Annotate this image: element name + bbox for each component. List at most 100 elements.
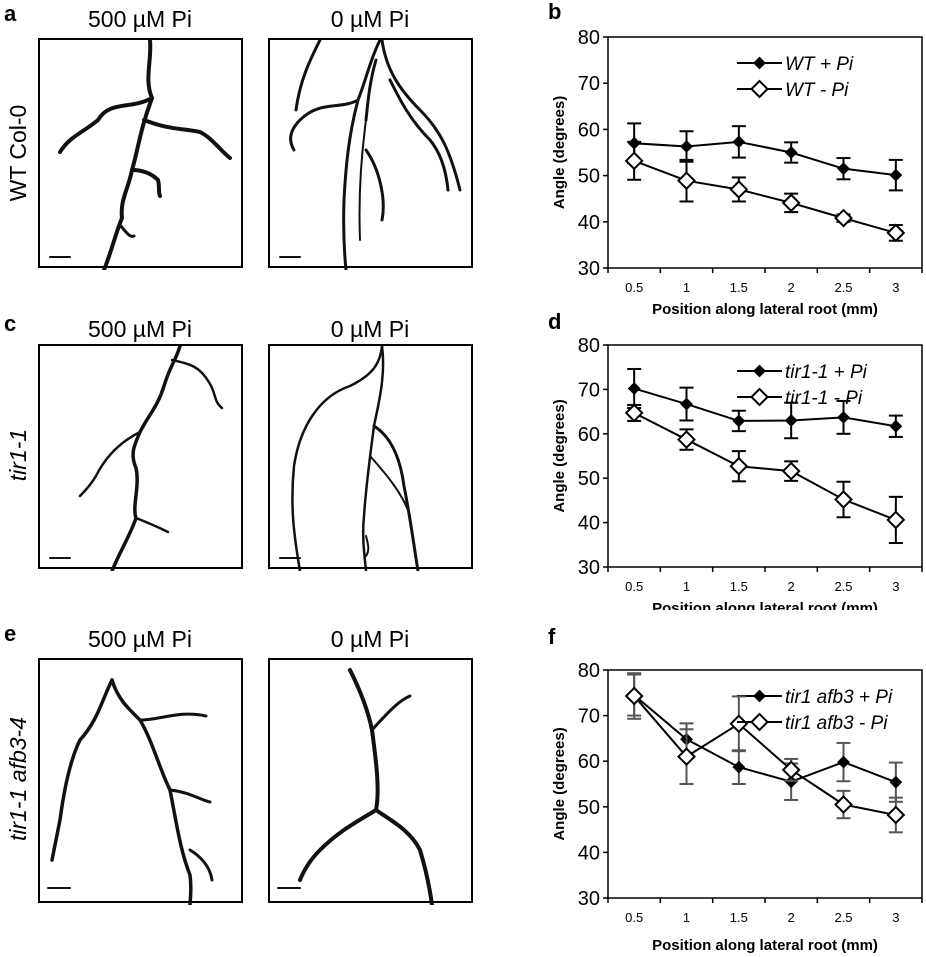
filled-diamond-marker [837,410,850,424]
chart-b: 30 40 50 60 70 80 0.5 1 1.5 2 2.5 3 Position along l… [551,27,923,318]
legend-label: tir1-1 + Pi [785,362,868,383]
open-diamond-marker [624,403,644,423]
y-tick-label: 40 [578,513,600,535]
y-tick-label: 80 [578,335,600,357]
y-tick-label: 40 [578,212,600,234]
chart-d: 30 40 50 60 70 80 0.5 1 1.5 2 2.5 3 Position along l… [551,335,923,610]
legend-marker [753,364,766,378]
open-diamond-marker [886,223,906,243]
x-tick-label: 2 [788,910,795,925]
y-tick-label: 50 [578,166,600,188]
column-title-500: 500 µM Pi [87,6,193,32]
legend-label: tir1 afb3 + Pi [785,687,893,708]
panel-label-e: e [4,621,17,646]
x-tick-label: 1.5 [730,579,748,594]
panel-label-f: f [548,624,556,649]
y-axis-label: Angle (degrees) [551,399,568,512]
y-tick-label: 60 [578,119,600,141]
open-diamond-marker [781,760,801,780]
series-line-1 [633,159,897,234]
y-tick-label: 40 [578,842,600,864]
column-title-500: 500 µM Pi [87,316,193,342]
legend-marker [750,79,769,99]
column-title-0: 0 µM Pi [330,6,410,32]
x-tick-label: 2.5 [834,910,852,925]
legend-marker [750,712,769,732]
plot-area [607,344,923,568]
open-diamond-marker [677,430,696,449]
root-image-tir1-0 [268,344,473,571]
filled-diamond-marker [680,397,693,411]
legend-label: tir1 afb3 - Pi [785,713,888,734]
open-diamond-marker [834,208,853,228]
y-tick-label: 80 [578,660,600,682]
x-tick-label: 0.5 [625,579,643,594]
panel-label-c: c [4,311,17,336]
filled-diamond-marker [889,168,903,182]
legend-label: WT - Pi [785,80,849,101]
y-tick-label: 30 [578,258,600,280]
y-tick-label: 60 [578,424,600,446]
y-tick-label: 30 [578,557,600,579]
x-axis-label: Position along lateral root (mm) [652,937,878,954]
x-tick-label: 2 [788,280,795,295]
filled-diamond-marker [889,419,903,433]
x-tick-label: 2.5 [834,579,852,594]
row-label-wt: WT Col-0 [5,104,31,202]
root-image-tir1-500 [38,344,243,571]
series-line-0 [633,387,897,428]
legend-marker [753,56,766,70]
series-line-0 [634,140,896,177]
x-tick-label: 3 [892,910,899,925]
y-tick-label: 70 [578,379,600,401]
series-line-1 [633,412,897,521]
y-tick-label: 30 [578,888,600,910]
panel-label-b: b [548,0,562,24]
filled-diamond-marker [837,162,850,176]
x-tick-label: 1 [683,280,690,295]
y-tick-label: 80 [578,27,600,49]
y-tick-label: 50 [578,797,600,819]
filled-diamond-marker [732,414,746,428]
x-tick-label: 1 [683,579,690,594]
filled-diamond-marker [889,775,903,789]
x-tick-label: 1.5 [730,910,748,925]
x-tick-label: 3 [892,579,899,594]
x-tick-label: 3 [892,280,899,295]
filled-diamond-marker [837,755,850,769]
legend-marker [753,689,766,703]
column-title-500: 500 µM Pi [87,626,193,652]
panel-label-d: d [548,309,562,334]
y-axis-label: Angle (degrees) [551,727,568,840]
open-diamond-marker [677,747,696,767]
row-label-tir1: tir1-1 [5,428,31,482]
open-diamond-marker [677,171,696,191]
y-tick-label: 70 [578,706,600,728]
open-diamond-marker [729,456,749,476]
legend-label: WT + Pi [785,54,854,75]
series-line-0 [633,694,897,784]
legend-label: tir1-1 - Pi [785,388,863,409]
x-tick-label: 0.5 [625,910,643,925]
legend-marker [750,387,769,407]
root-image-tir1-afb3-0 [268,658,473,905]
chart-f: 30 40 50 60 70 80 0.5 1 1.5 2 2.5 3 Position along l… [551,660,923,954]
open-diamond-marker [624,151,644,171]
y-tick-label: 50 [578,468,600,490]
y-tick-label: 60 [578,751,600,773]
open-diamond-marker [781,461,801,481]
filled-diamond-marker [627,382,641,395]
root-image-wt-0 [268,38,473,270]
row-label-tir1-afb3: tir1-1 afb3-4 [5,717,31,842]
y-tick-label: 70 [578,73,600,95]
series-line-1 [633,695,897,816]
filled-diamond-marker [680,140,693,153]
x-axis-label: Position along lateral root (mm) [652,600,878,610]
open-diamond-marker [886,510,906,530]
filled-diamond-marker [732,760,746,774]
open-diamond-marker [781,193,801,213]
plot-area [607,36,923,269]
x-tick-label: 2.5 [834,280,852,295]
x-tick-label: 1.5 [730,280,748,295]
